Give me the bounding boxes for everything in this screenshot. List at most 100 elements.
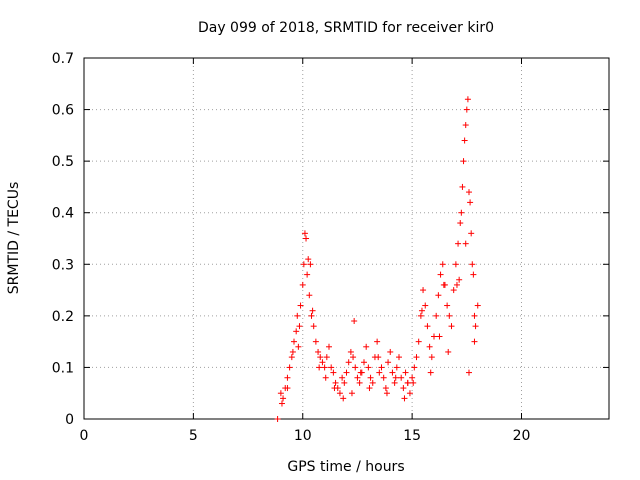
data-point: [321, 364, 328, 371]
data-point: [424, 323, 431, 330]
data-point: [452, 261, 459, 268]
data-point: [409, 374, 416, 381]
data-point: [469, 261, 476, 268]
data-point: [436, 333, 443, 340]
y-tick-label: 0.1: [52, 360, 74, 376]
data-point: [317, 354, 324, 361]
data-point: [299, 281, 306, 288]
data-point: [378, 364, 385, 371]
data-point: [286, 364, 293, 371]
data-point: [301, 230, 308, 237]
data-point: [336, 390, 343, 397]
data-point: [437, 271, 444, 278]
data-point: [284, 374, 291, 381]
data-point: [445, 348, 452, 355]
data-point: [460, 158, 467, 165]
data-point: [274, 416, 281, 422]
x-tick-label: 15: [403, 428, 421, 444]
data-point: [391, 379, 398, 386]
data-point: [322, 374, 329, 381]
data-point: [352, 364, 359, 371]
data-point: [332, 379, 339, 386]
data-point: [464, 96, 471, 103]
data-point: [310, 323, 317, 330]
data-point: [474, 302, 481, 309]
data-point: [278, 400, 285, 407]
data-point: [435, 292, 442, 299]
data-point: [462, 240, 469, 247]
data-point: [356, 379, 363, 386]
y-tick-label: 0.2: [52, 309, 74, 325]
data-point: [295, 343, 302, 350]
y-tick-label: 0: [65, 412, 74, 428]
data-point: [462, 122, 469, 129]
data-point: [315, 348, 322, 355]
data-point: [330, 369, 337, 376]
data-point: [304, 271, 311, 278]
data-point: [350, 354, 357, 361]
data-point: [363, 343, 370, 350]
data-point: [340, 395, 347, 402]
data-point: [411, 364, 418, 371]
data-point: [341, 379, 348, 386]
data-point: [303, 235, 310, 242]
x-axis-label: GPS time / hours: [287, 459, 404, 475]
data-point: [382, 385, 389, 392]
data-point: [393, 364, 400, 371]
data-point: [365, 364, 372, 371]
data-point: [389, 369, 396, 376]
data-point: [305, 256, 312, 263]
data-point: [294, 312, 301, 319]
y-tick-label: 0.7: [52, 51, 74, 67]
data-point: [307, 261, 314, 268]
tick-labels: 0 5 10 15 20 0 0.1 0.2 0.3 0.4 0.5 0.6 0.7: [52, 51, 531, 444]
data-point: [343, 369, 350, 376]
data-point: [300, 261, 307, 268]
data-point: [471, 338, 478, 345]
data-point: [466, 369, 472, 376]
data-point: [446, 312, 453, 319]
data-point: [467, 199, 474, 206]
data-point: [326, 343, 332, 350]
data-point: [347, 348, 354, 355]
data-point: [366, 385, 373, 392]
data-point: [420, 287, 427, 294]
data-point: [309, 307, 316, 314]
data-point: [459, 183, 466, 190]
data-point: [456, 276, 463, 283]
data-point: [400, 385, 407, 392]
data-point: [306, 292, 313, 299]
data-point: [398, 374, 405, 381]
data-point: [444, 302, 451, 309]
x-tick-label: 20: [513, 428, 531, 444]
data-point: [376, 369, 383, 376]
data-point: [458, 209, 465, 216]
data-point: [428, 354, 435, 361]
data-point: [289, 348, 296, 355]
grid-lines: [84, 58, 609, 419]
data-point: [312, 338, 319, 345]
data-point: [392, 374, 399, 381]
data-point: [316, 364, 323, 371]
data-point: [457, 220, 464, 227]
data-point: [410, 379, 417, 386]
data-point: [296, 323, 303, 330]
data-point: [455, 240, 462, 247]
y-axis-label: SRMTID / TECUs: [6, 182, 22, 295]
data-point: [361, 359, 367, 366]
chart-title: Day 099 of 2018, SRMTID for receiver kir…: [198, 20, 494, 36]
data-point: [385, 359, 392, 366]
data-point: [433, 312, 440, 319]
data-point: [453, 281, 460, 288]
data-point: [319, 359, 326, 366]
data-point: [291, 338, 297, 345]
data-point: [450, 287, 457, 294]
data-point: [406, 390, 413, 397]
x-tick-label: 5: [189, 428, 198, 444]
data-point: [439, 261, 446, 268]
data-point: [404, 379, 411, 386]
data-point: [331, 385, 338, 392]
data-point: [466, 189, 472, 196]
data-point: [470, 271, 477, 278]
